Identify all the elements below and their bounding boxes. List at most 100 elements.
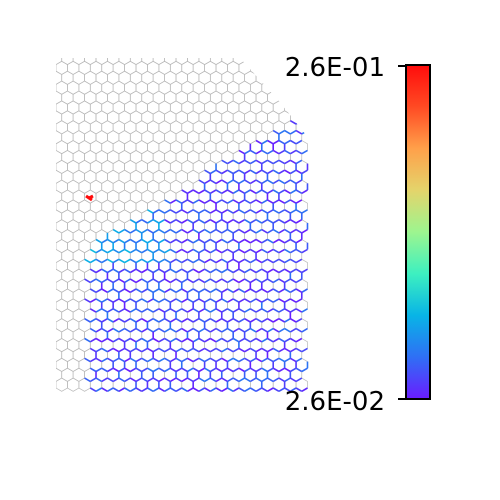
bond-edge	[273, 200, 279, 203]
bond-edge	[170, 220, 176, 223]
bond-edge	[113, 230, 119, 233]
bond-edge	[233, 378, 239, 381]
bond-edge	[233, 279, 239, 282]
bond-edge	[216, 309, 222, 312]
bond-edge	[193, 230, 199, 233]
bond-edge	[216, 279, 222, 282]
bond-edge	[119, 240, 125, 243]
bond-edge	[285, 358, 291, 361]
bond-edge	[267, 210, 273, 213]
bond-edge	[176, 348, 182, 351]
bond-edge	[245, 249, 251, 252]
bond-edge	[233, 220, 239, 223]
bond-edge	[170, 269, 176, 272]
bond-edge	[267, 378, 273, 381]
bond-edge	[176, 249, 182, 252]
bond-edge	[136, 269, 142, 272]
bond-edge	[159, 319, 165, 322]
bond-edge	[210, 279, 216, 282]
bond-edge	[279, 220, 285, 223]
bond-edge	[227, 348, 233, 351]
bond-edge	[153, 388, 159, 391]
bond-edge	[96, 299, 102, 302]
bond-edge	[222, 190, 228, 193]
bond-edge	[205, 289, 211, 292]
bond-edge	[239, 358, 245, 361]
bond-edge	[267, 329, 273, 332]
bond-edge	[233, 329, 239, 332]
bond-edge	[176, 309, 182, 312]
hex-cell	[285, 81, 296, 94]
bond-edge	[205, 170, 211, 173]
bond-edge	[290, 180, 296, 183]
bond-edge	[302, 329, 308, 332]
bond-edge	[176, 299, 182, 302]
bond-edge	[193, 339, 199, 342]
bond-edge	[233, 230, 239, 233]
bond-edge	[239, 210, 245, 213]
bond-edge	[256, 180, 262, 183]
bond-edge	[285, 339, 291, 342]
bond-edge	[119, 230, 125, 233]
bond-edge	[170, 249, 176, 252]
bond-edge	[113, 339, 119, 342]
bond-edge	[119, 299, 125, 302]
bond-edge	[256, 309, 262, 312]
bond-edge	[285, 141, 291, 144]
bond-edge	[187, 329, 193, 332]
bond-edge	[296, 339, 302, 342]
bond-edge	[153, 230, 159, 233]
bond-edge	[90, 329, 96, 332]
bond-edge	[290, 131, 296, 134]
bond-edge	[96, 240, 102, 243]
bond-edge	[159, 279, 165, 282]
bond-edge	[170, 230, 176, 233]
bond-edge	[96, 249, 102, 252]
bond-edge	[176, 220, 182, 223]
bond-edge	[216, 180, 222, 183]
bond-edge	[290, 210, 296, 213]
bond-edge	[96, 339, 102, 342]
bond-edge	[267, 348, 273, 351]
bond-edge	[136, 230, 142, 233]
bond-edge	[193, 210, 199, 213]
hex-cell	[296, 101, 307, 114]
bond-edge	[193, 358, 199, 361]
bond-edge	[113, 378, 119, 381]
bond-edge	[170, 279, 176, 282]
bond-edge	[170, 309, 176, 312]
bond-edge	[205, 368, 211, 371]
bond-edge	[222, 388, 228, 391]
bond-edge	[107, 368, 113, 371]
bond-edge	[165, 269, 171, 272]
bond-edge	[199, 368, 205, 371]
bond-edge	[193, 368, 199, 371]
bond-edge	[187, 309, 193, 312]
bond-edge	[250, 279, 256, 282]
bond-edge	[222, 160, 228, 163]
bond-edge	[205, 388, 211, 391]
bond-edge	[256, 240, 262, 243]
bond-edge	[159, 259, 165, 262]
bond-edge	[285, 200, 291, 203]
bond-edge	[113, 309, 119, 312]
bond-edge	[256, 299, 262, 302]
bond-edge	[285, 269, 291, 272]
bond-edge	[267, 269, 273, 272]
bond-edge	[199, 279, 205, 282]
bond-edge	[142, 299, 148, 302]
bond-edge	[199, 269, 205, 272]
bond-edge	[216, 230, 222, 233]
bond-edge	[290, 289, 296, 292]
hex-cell	[67, 378, 78, 391]
bond-edge	[262, 230, 268, 233]
bond-edge	[170, 210, 176, 213]
bond-edge	[130, 299, 136, 302]
bond-edge	[125, 279, 131, 282]
bond-edge	[296, 150, 302, 153]
bond-edge	[187, 259, 193, 262]
bond-edge	[199, 319, 205, 322]
bond-edge	[187, 269, 193, 272]
bond-edge	[153, 299, 159, 302]
bond-edge	[107, 319, 113, 322]
